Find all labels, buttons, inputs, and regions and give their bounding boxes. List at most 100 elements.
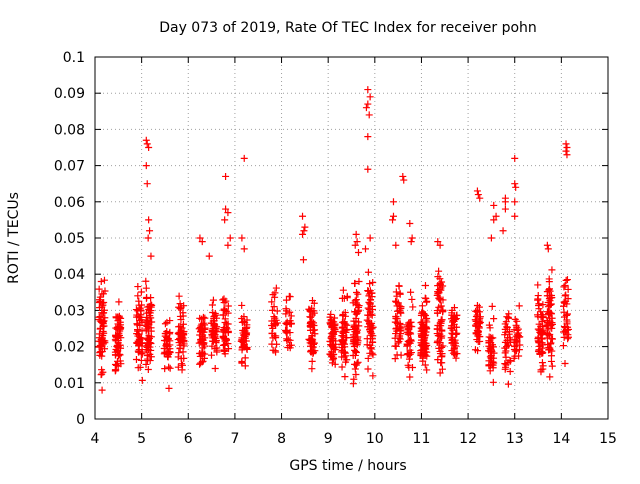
data-point: [142, 136, 150, 144]
data-point: [407, 288, 415, 296]
data-point: [354, 248, 362, 256]
data-point: [511, 180, 519, 188]
data-point: [433, 309, 441, 317]
data-point: [562, 297, 570, 305]
data-point: [504, 339, 512, 347]
data-point: [147, 327, 155, 335]
data-point: [487, 234, 495, 242]
data-point: [175, 349, 183, 357]
data-point: [366, 280, 374, 288]
data-point: [241, 319, 249, 327]
data-point: [343, 356, 351, 364]
data-point: [209, 319, 217, 327]
data-point: [351, 308, 359, 316]
data-point: [351, 351, 359, 359]
data-point: [238, 301, 246, 309]
data-point: [474, 347, 482, 355]
data-point: [364, 133, 372, 141]
data-point: [404, 361, 412, 369]
data-point: [219, 326, 227, 334]
data-point: [177, 355, 185, 363]
data-point: [222, 172, 230, 180]
data-point: [163, 318, 171, 326]
data-point: [436, 330, 444, 338]
data-point: [409, 364, 417, 372]
data-point: [547, 310, 555, 318]
data-point: [135, 346, 143, 354]
data-point: [135, 338, 143, 346]
data-point: [147, 252, 155, 260]
data-point: [353, 301, 361, 309]
data-point: [271, 314, 279, 322]
data-point: [562, 276, 570, 284]
data-point: [545, 275, 553, 283]
y-tick-label: 0.06: [54, 195, 85, 211]
data-point: [367, 344, 375, 352]
data-point: [406, 373, 414, 381]
data-point: [200, 354, 208, 362]
data-point: [403, 321, 411, 329]
data-point: [301, 223, 309, 231]
data-point: [396, 289, 404, 297]
data-point: [299, 256, 307, 264]
data-point: [224, 340, 232, 348]
data-point: [213, 344, 221, 352]
data-point: [546, 373, 554, 381]
data-point: [95, 343, 103, 351]
data-point: [327, 310, 335, 318]
data-point: [338, 353, 346, 361]
data-point: [418, 309, 426, 317]
data-point: [286, 336, 294, 344]
data-point: [423, 298, 431, 306]
data-point: [163, 340, 171, 348]
data-point: [270, 320, 278, 328]
data-point: [391, 342, 399, 350]
data-point: [145, 144, 153, 151]
data-point: [452, 354, 460, 362]
data-point: [343, 292, 351, 300]
data-point: [147, 353, 155, 361]
y-tick-label: 0.08: [54, 122, 85, 138]
x-tick-label: 11: [413, 431, 431, 447]
data-point: [221, 216, 229, 224]
data-point: [101, 345, 109, 353]
data-point: [435, 267, 443, 275]
data-point: [327, 319, 335, 327]
data-point: [116, 357, 124, 365]
data-point: [366, 300, 374, 308]
data-point: [331, 314, 339, 322]
data-point: [404, 330, 412, 338]
x-tick-label: 13: [506, 431, 524, 447]
data-point: [389, 216, 397, 224]
data-point: [436, 369, 444, 377]
data-point: [198, 238, 206, 246]
data-point: [306, 313, 314, 321]
data-point: [487, 346, 495, 354]
data-point: [447, 324, 455, 332]
data-point: [367, 310, 375, 318]
data-point: [364, 287, 372, 295]
data-point: [342, 334, 350, 342]
data-point: [515, 352, 523, 360]
data-point: [98, 352, 106, 360]
data-point: [389, 198, 397, 206]
data-point: [212, 324, 220, 332]
data-point: [473, 308, 481, 316]
data-point: [563, 144, 571, 151]
data-point: [406, 220, 414, 228]
data-point: [545, 285, 553, 293]
data-point: [486, 324, 494, 332]
data-point: [268, 340, 276, 348]
data-point: [176, 322, 184, 330]
data-point: [438, 365, 446, 373]
data-point: [397, 305, 405, 313]
data-point: [392, 313, 400, 321]
data-point: [546, 301, 554, 309]
data-point: [240, 154, 248, 162]
data-point: [406, 350, 414, 358]
data-point: [368, 324, 376, 332]
data-point: [196, 234, 204, 242]
data-point: [389, 212, 397, 220]
data-point: [504, 313, 512, 321]
data-point: [433, 338, 441, 346]
